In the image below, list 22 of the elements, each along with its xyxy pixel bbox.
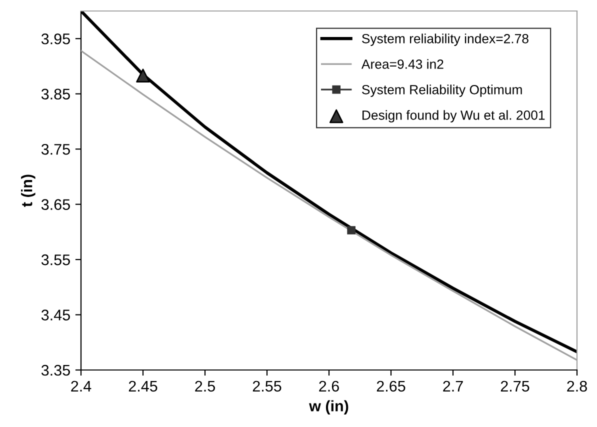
legend-label: System reliability index=2.78 bbox=[362, 34, 528, 46]
x-tick-label: 2.4 bbox=[71, 380, 92, 392]
y-tick-label: 3.85 bbox=[41, 88, 70, 100]
x-tick-label: 2.6 bbox=[319, 380, 339, 392]
y-tick-label: 3.95 bbox=[41, 33, 70, 44]
x-tick-label: 2.7 bbox=[443, 380, 463, 392]
x-tick-label: 2.45 bbox=[128, 380, 158, 392]
x-tick-label: 2.55 bbox=[252, 380, 282, 392]
y-tick-label: 3.55 bbox=[41, 254, 70, 266]
y-tick-label: 3.75 bbox=[41, 144, 70, 155]
legend-label: Area=9.43 in2 bbox=[361, 59, 444, 69]
x-tick-label: 2.75 bbox=[500, 380, 530, 392]
x-tick-label: 2.5 bbox=[195, 380, 215, 392]
y-tick-label: 3.35 bbox=[41, 364, 70, 376]
legend-label: Design found by Wu et al. 2001 bbox=[362, 110, 545, 122]
y-tick-label: 3.45 bbox=[41, 310, 70, 320]
legend-label: System Reliability Optimum bbox=[362, 84, 522, 97]
x-tick-label: 2.8 bbox=[567, 380, 587, 392]
x-tick-label: 2.65 bbox=[376, 380, 406, 392]
y-axis-title: t (in) bbox=[21, 174, 36, 207]
x-axis-title: w (in) bbox=[309, 400, 348, 414]
y-tick-label: 3.65 bbox=[41, 199, 70, 210]
